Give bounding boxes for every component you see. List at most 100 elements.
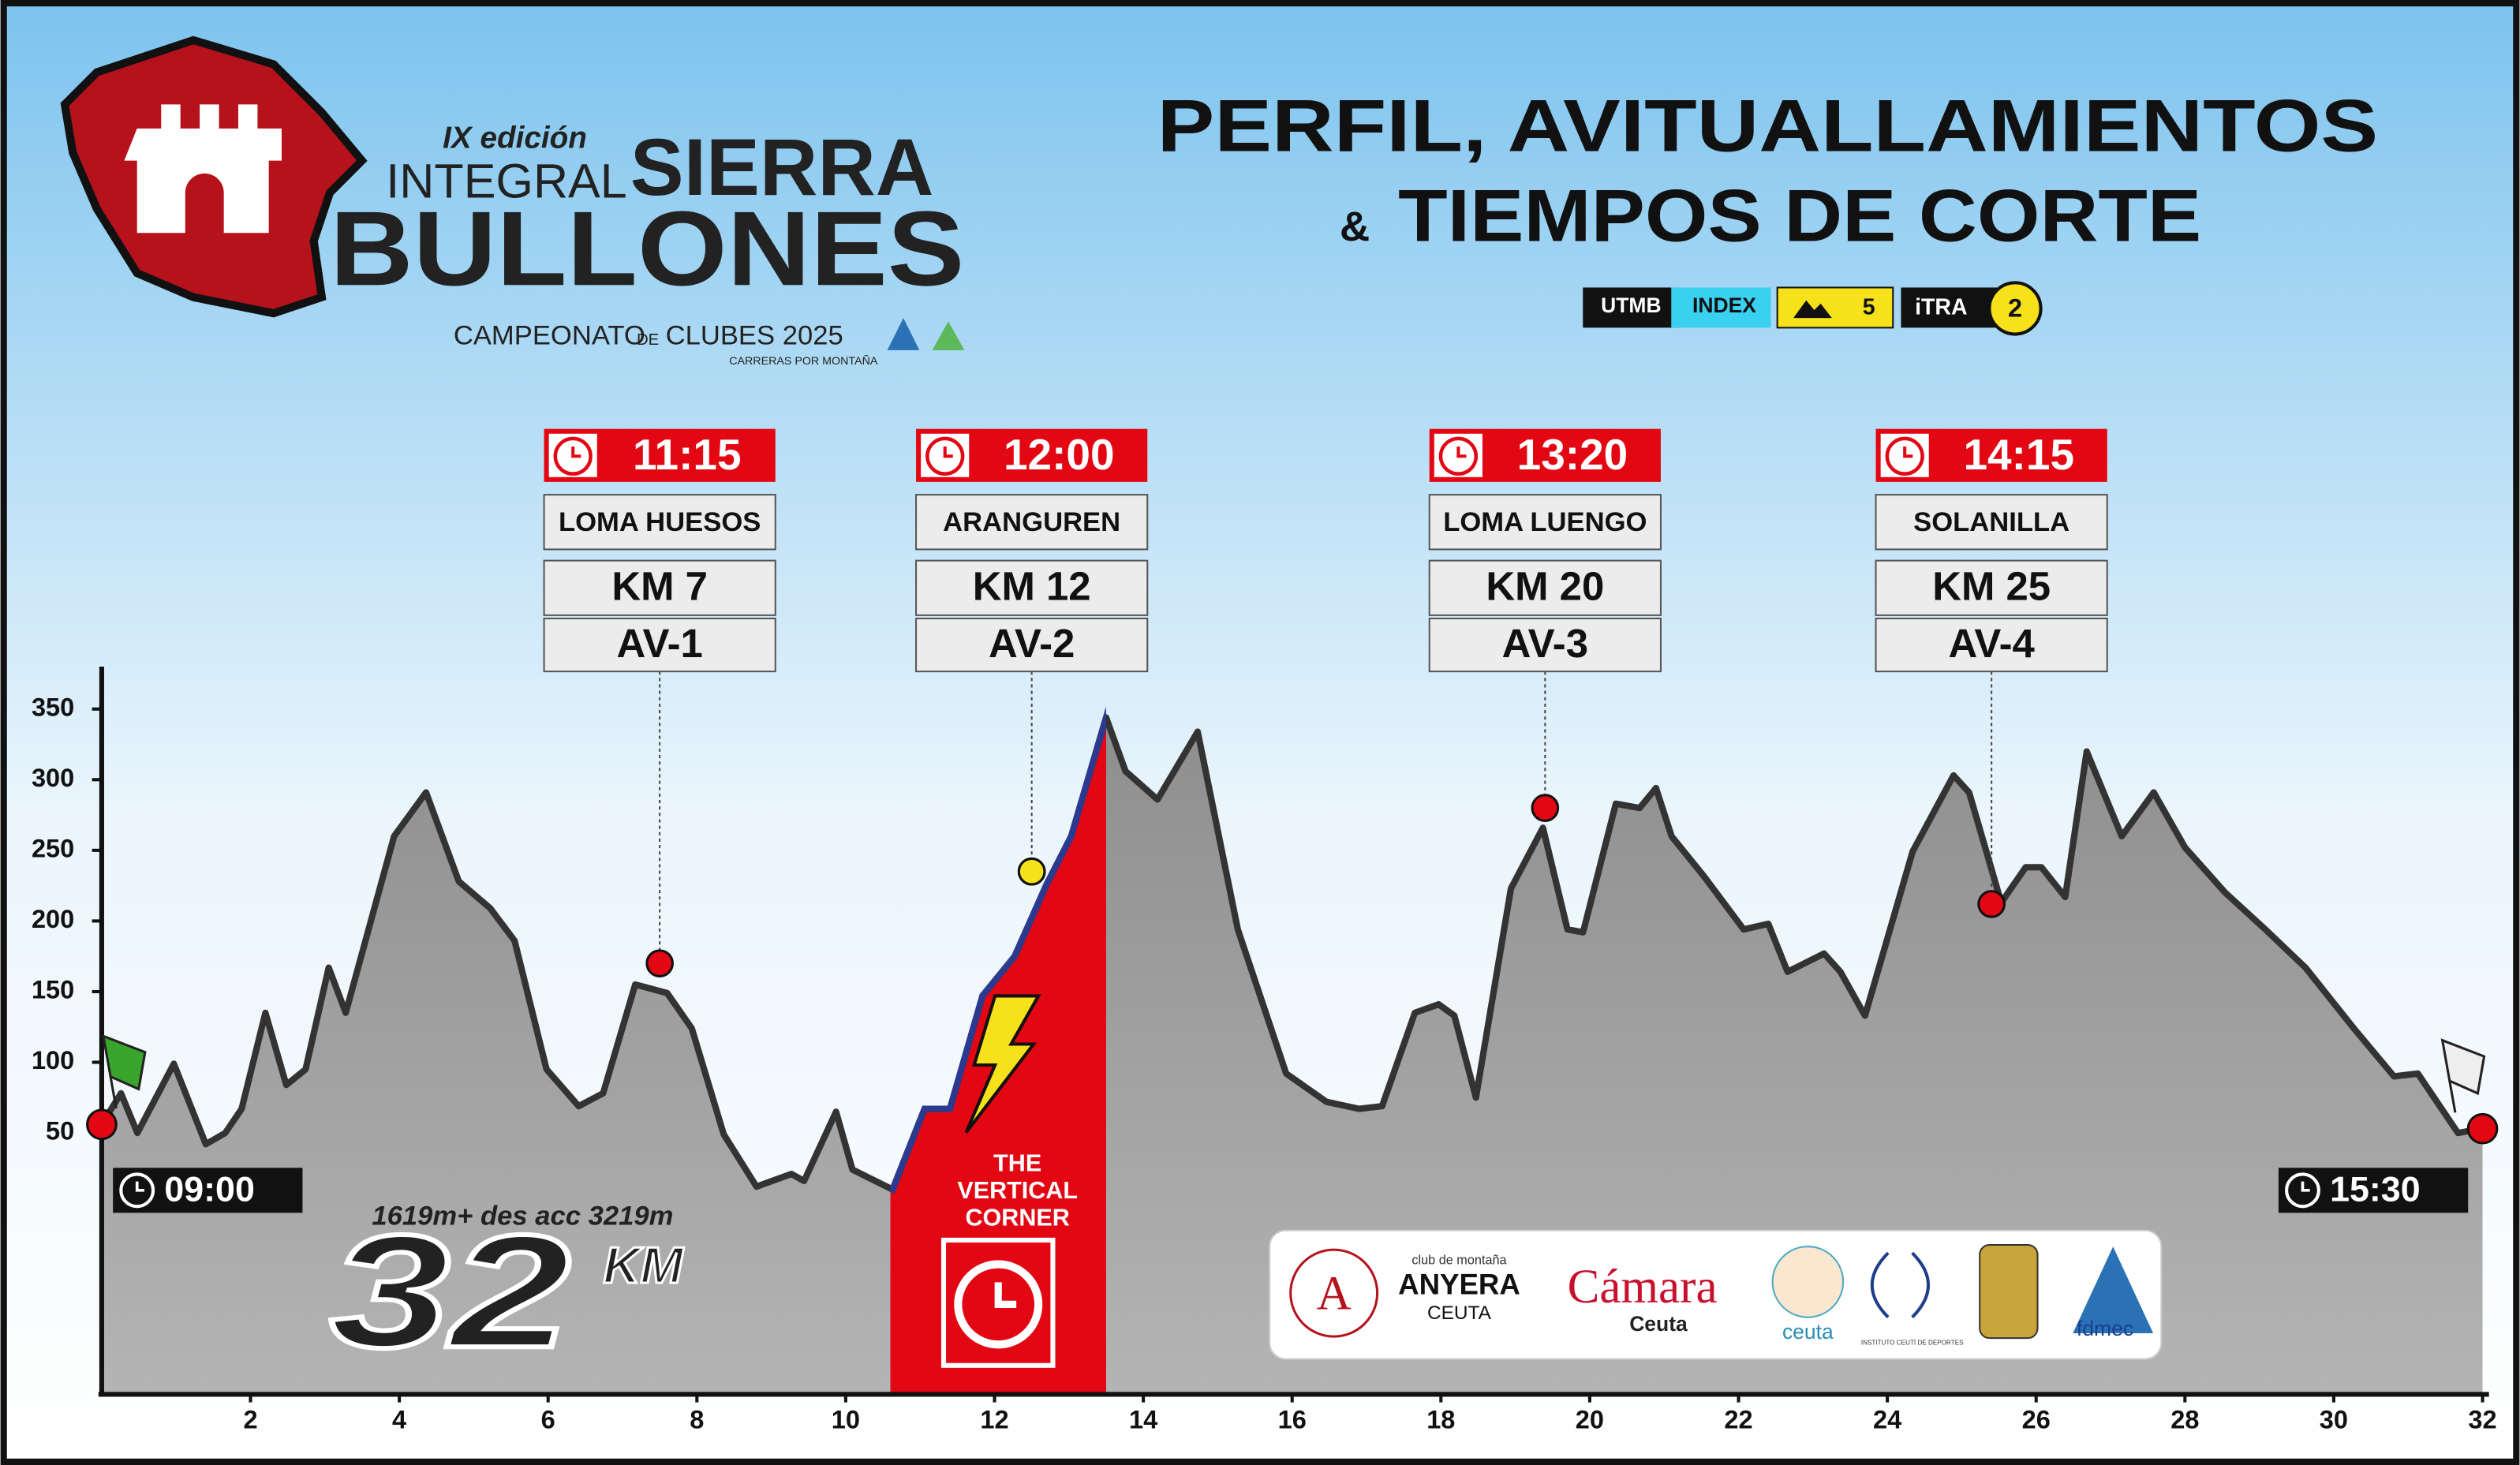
x-tick-label: 12 (980, 1406, 1008, 1434)
title-amp: & (1340, 204, 1370, 250)
aid-box (915, 494, 1149, 551)
aid-box (543, 559, 776, 616)
vertical-corner-label: CORNER (966, 1205, 1070, 1231)
aid-point (1531, 794, 1560, 822)
clock-hands (1903, 446, 1913, 458)
x-tick-label: 8 (690, 1406, 704, 1434)
aid-box (543, 617, 776, 673)
x-tick-label: 30 (2320, 1406, 2348, 1434)
aid-point (1977, 890, 2006, 918)
x-tick-label: 18 (1426, 1406, 1455, 1434)
sponsor-icd: INSTITUTO CEUTÍ DE DEPORTES (1861, 1338, 1964, 1346)
x-tick-label: 32 (2468, 1406, 2496, 1434)
aid-km: KM 7 (611, 564, 708, 609)
sierra: SIERRA (630, 122, 934, 212)
cm-mini (932, 321, 965, 350)
x-tick-label: 6 (541, 1406, 555, 1434)
clock-hands (943, 446, 953, 458)
finish-time: 15:30 (2330, 1170, 2421, 1209)
elevation-area (101, 717, 2483, 1395)
carreras: CARRERAS POR MONTAÑA (729, 354, 878, 368)
sponsor-club: club de montaña (1411, 1254, 1507, 1268)
x-tick-label: 10 (832, 1406, 860, 1434)
aid-box (915, 559, 1149, 616)
x-tick-label: 20 (1576, 1406, 1604, 1434)
title-line1: PERFIL, AVITUALLAMIENTOS (1157, 84, 2379, 167)
aid-box (543, 494, 776, 551)
aid-box (1428, 494, 1662, 551)
itra-points: 2 (2008, 294, 2022, 323)
x-tick-label: 26 (2022, 1406, 2051, 1434)
aid-km: KM 20 (1486, 564, 1604, 609)
aid-av: AV-4 (1948, 621, 2035, 666)
aid-av: AV-1 (616, 621, 702, 666)
index: INDEX (1692, 293, 1756, 317)
x-tick-label: 14 (1129, 1406, 1157, 1434)
aid-time: 12:00 (1004, 430, 1115, 479)
clock-hands (571, 446, 581, 458)
y-tick-label: 100 (32, 1046, 74, 1074)
x-tick-label: 4 (392, 1406, 406, 1434)
clock-hands (2301, 1181, 2310, 1192)
aid-name: LOMA HUESOS (559, 507, 761, 537)
aid-box (915, 617, 1149, 673)
utmb-badge (1583, 287, 1680, 328)
y-tick-label: 200 (32, 905, 74, 933)
de: DE (637, 331, 659, 349)
x-tick-label: 28 (2170, 1406, 2199, 1434)
aid-name: LOMA LUENGO (1443, 507, 1647, 537)
mountain-badge (1776, 286, 1894, 329)
aid-time: 14:15 (1963, 430, 2074, 479)
sponsor-anyera: ANYERA (1398, 1269, 1520, 1301)
sponsor-panel: A (1269, 1229, 2163, 1360)
aid-box (1875, 617, 2108, 673)
distance-unit: KM (603, 1236, 684, 1294)
x-tick-label: 16 (1278, 1406, 1307, 1434)
bullones: BULLONES (330, 189, 964, 308)
aid-point (645, 949, 674, 977)
clock-icon (954, 1260, 1043, 1349)
vertical-corner-label: VERTICAL (957, 1177, 1078, 1204)
start-time: 09:00 (164, 1170, 255, 1209)
logo (60, 36, 368, 318)
aid-box (1875, 494, 2108, 551)
y-tick-label: 50 (46, 1117, 74, 1145)
aid-name: SOLANILLA (1913, 507, 2069, 537)
clock-hands (994, 1282, 1017, 1308)
sponsor-camara: Cámara (1568, 1261, 1718, 1314)
y-tick-label: 250 (32, 834, 74, 862)
corner-marker (1017, 857, 1046, 886)
aid-box (1875, 559, 2108, 616)
y-tick-label: 300 (32, 764, 74, 792)
sponsor-camara-city: Ceuta (1629, 1312, 1688, 1336)
start-flag (101, 1033, 147, 1109)
clock-hands (135, 1181, 144, 1192)
stats: 1619m+ des acc 3219m (372, 1202, 673, 1231)
title-line2: TIEMPOS DE CORTE (1398, 174, 2201, 257)
clock-hands (1456, 446, 1467, 458)
clubes: CLUBES 2025 (666, 321, 843, 351)
itra-badge (1901, 287, 2001, 328)
aid-av: AV-3 (1502, 621, 1588, 666)
start-point (86, 1108, 118, 1141)
mountain-icon (1793, 300, 1832, 319)
y-tick-label: 350 (32, 693, 74, 721)
aid-box (1428, 617, 1662, 673)
aid-time: 13:20 (1517, 430, 1628, 479)
sponsor-fdmec: fdmec (2077, 1317, 2133, 1340)
index-badge (1671, 287, 1771, 328)
itra-circle (1987, 281, 2043, 336)
aid-av: AV-2 (989, 621, 1075, 666)
x-tick-label: 22 (1724, 1406, 1752, 1434)
x-tick-label: 2 (243, 1406, 257, 1434)
y-tick-label: 150 (32, 976, 74, 1004)
corner-clock-box (940, 1237, 1056, 1368)
distance: 32 (330, 1202, 570, 1381)
fdmec-mini (887, 318, 920, 350)
aid-time: 11:15 (633, 430, 742, 479)
lightning (964, 994, 1041, 1134)
vertical-corner-label: THE (993, 1149, 1041, 1176)
finish-point (2466, 1112, 2499, 1145)
